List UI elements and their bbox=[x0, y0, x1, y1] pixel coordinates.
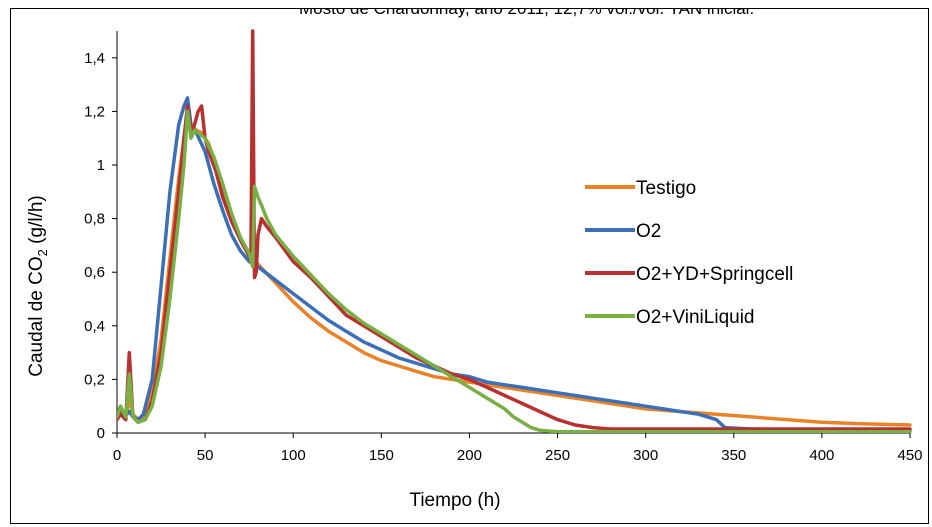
y-axis-label: Caudal de CO2 (g/l/h) bbox=[26, 195, 50, 377]
axes: 0 0,2 0,4 0,6 0,8 1 1,2 1,4 0 50 100 150 200 250 300 35… bbox=[84, 31, 923, 464]
chart-svg: 0 0,2 0,4 0,6 0,8 1 1,2 1,4 0 50 100 150 200 250 300 35… bbox=[26, 29, 923, 511]
x-tick-label: 300 bbox=[633, 447, 658, 464]
y-tick-label: 0 bbox=[97, 425, 105, 442]
x-tick-label: 250 bbox=[545, 447, 570, 464]
x-tick-label: 0 bbox=[113, 447, 121, 464]
legend-label-o2-viniliquid: O2+ViniLiquid bbox=[636, 307, 755, 328]
y-axis-label-sub: 2 bbox=[35, 249, 50, 256]
x-tick-label: 150 bbox=[369, 447, 394, 464]
series-line-o2-viniliquid bbox=[117, 109, 912, 433]
legend-label-testigo: Testigo bbox=[636, 178, 696, 199]
x-axis-label: Tiempo (h) bbox=[409, 490, 500, 511]
y-axis-label-main: Caudal de CO bbox=[26, 256, 47, 376]
y-tick-label: 1,2 bbox=[84, 103, 105, 120]
series-layer bbox=[117, 29, 912, 433]
y-tick-label: 0,6 bbox=[84, 264, 105, 281]
x-tick-label: 350 bbox=[721, 447, 746, 464]
y-axis-label-tail: (g/l/h) bbox=[26, 195, 47, 249]
chart-frame: Mosto de Chardonnay, año 2011, 12,7% vol… bbox=[10, 8, 929, 524]
x-tick-label: 100 bbox=[281, 447, 306, 464]
series-line-o2 bbox=[117, 96, 912, 433]
y-tick-label: 1,4 bbox=[84, 50, 105, 67]
y-tick-label: 0,2 bbox=[84, 371, 105, 388]
x-tick-label: 400 bbox=[809, 447, 834, 464]
legend: Testigo O2 O2+YD+Springcell O2+ViniLiquid bbox=[585, 178, 793, 328]
x-tick-label: 450 bbox=[897, 447, 922, 464]
y-tick-label: 0,4 bbox=[84, 318, 105, 335]
x-tick-label: 200 bbox=[457, 447, 482, 464]
y-tick-label: 1 bbox=[97, 157, 105, 174]
legend-label-o2: O2 bbox=[636, 221, 661, 242]
x-tick-label: 50 bbox=[197, 447, 214, 464]
chart-title: Mosto de Chardonnay, año 2011, 12,7% vol… bbox=[299, 8, 755, 18]
legend-label-o2-yd-springcell: O2+YD+Springcell bbox=[636, 264, 793, 285]
series-line-o2-yd-springcell bbox=[117, 29, 912, 431]
y-tick-label: 0,8 bbox=[84, 211, 105, 228]
